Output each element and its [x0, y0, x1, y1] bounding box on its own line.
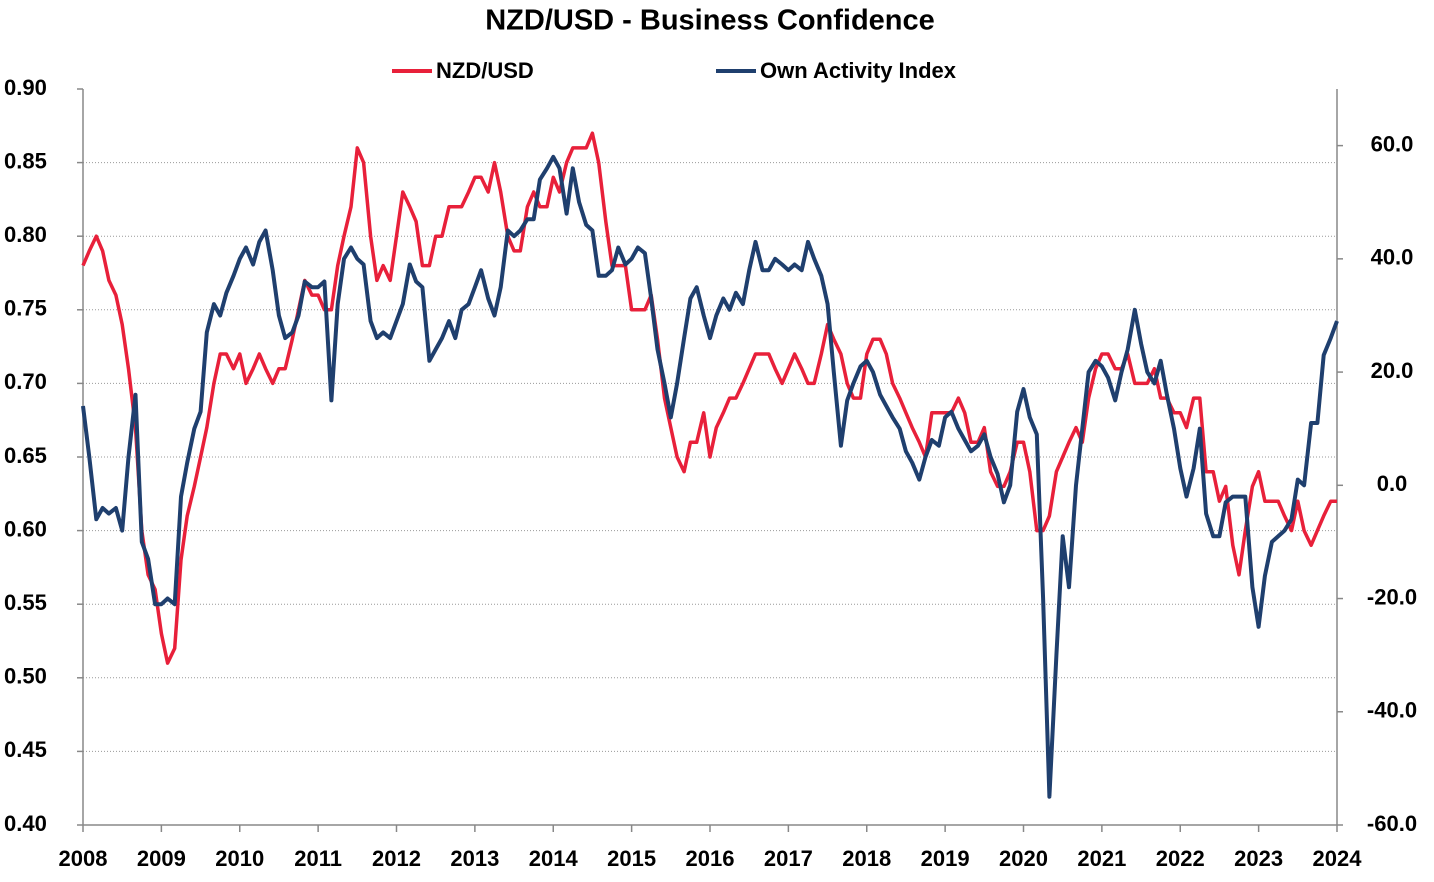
y-tick-label: 0.90 [4, 75, 47, 100]
y2-tick-label: 40.0 [1371, 245, 1414, 270]
x-tick-label: 2009 [137, 846, 186, 871]
y2-tick-label: -20.0 [1367, 584, 1417, 609]
x-tick-label: 2021 [1077, 846, 1126, 871]
y2-tick-label: -60.0 [1367, 811, 1417, 836]
x-tick-label: 2008 [59, 846, 108, 871]
y-tick-label: 0.60 [4, 516, 47, 541]
y-tick-label: 0.55 [4, 590, 47, 615]
y-tick-label: 0.65 [4, 443, 47, 468]
x-tick-label: 2022 [1156, 846, 1205, 871]
x-tick-label: 2014 [529, 846, 579, 871]
y-tick-label: 0.70 [4, 369, 47, 394]
x-tick-label: 2010 [215, 846, 264, 871]
legend-label: Own Activity Index [760, 58, 957, 83]
y-tick-label: 0.75 [4, 296, 47, 321]
x-tick-label: 2020 [999, 846, 1048, 871]
series-line [81, 131, 1337, 665]
y-tick-label: 0.85 [4, 148, 47, 173]
x-tick-label: 2018 [842, 846, 891, 871]
y-tick-label: 0.50 [4, 664, 47, 689]
y-tick-label: 0.80 [4, 222, 47, 247]
x-tick-label: 2017 [764, 846, 813, 871]
legend-label: NZD/USD [436, 58, 534, 83]
y2-tick-label: 0.0 [1377, 471, 1408, 496]
x-tick-label: 2016 [686, 846, 735, 871]
x-tick-label: 2011 [294, 846, 342, 871]
x-tick-label: 2012 [372, 846, 421, 871]
y-tick-label: 0.40 [4, 811, 47, 836]
x-tick-label: 2023 [1234, 846, 1283, 871]
chart-title: NZD/USD - Business Confidence [485, 5, 935, 37]
x-tick-label: 2015 [607, 846, 656, 871]
series-line [81, 154, 1339, 799]
y2-tick-label: 20.0 [1371, 358, 1414, 383]
y-tick-label: 0.45 [4, 737, 47, 762]
y2-tick-label: -40.0 [1367, 698, 1417, 723]
x-tick-label: 2024 [1313, 846, 1363, 871]
x-tick-label: 2019 [921, 846, 970, 871]
x-tick-label: 2013 [450, 846, 499, 871]
y2-tick-label: 60.0 [1371, 131, 1414, 156]
